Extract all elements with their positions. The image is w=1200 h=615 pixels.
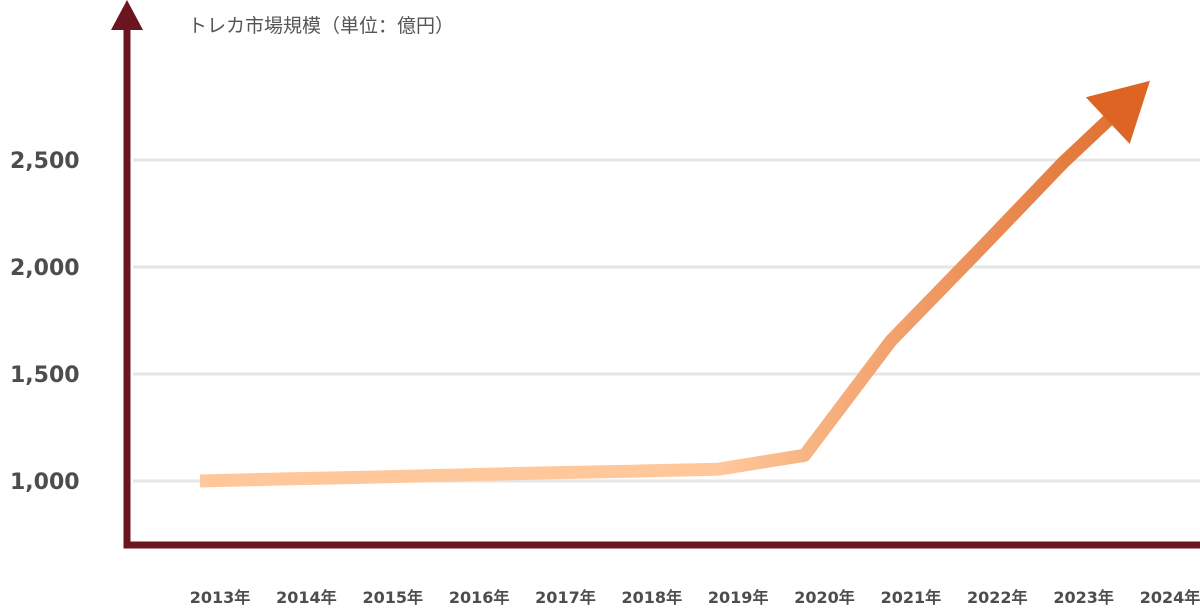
x-tick-label: 2024年 <box>1140 588 1200 607</box>
x-tick-label: 2015年 <box>362 588 423 607</box>
x-tick-labels: 2013年 2014年 2015年 2016年 2017年 2018年 2019年 2020年… <box>190 588 1200 607</box>
x-tick-label: 2022年 <box>967 588 1028 607</box>
y-tick-label: 2,500 <box>10 149 80 174</box>
x-tick-label: 2013年 <box>190 588 251 607</box>
x-tick-label: 2020年 <box>794 588 855 607</box>
x-tick-label: 2021年 <box>881 588 942 607</box>
gridlines <box>133 158 1200 483</box>
chart-title: トレカ市場規模（単位：億円） <box>188 15 454 37</box>
trend-arrowhead <box>1085 80 1150 144</box>
y-tick-label: 1,000 <box>10 470 80 495</box>
y-tick-label: 2,000 <box>10 256 80 281</box>
y-axis-arrow <box>111 0 143 30</box>
y-tick-labels: 1,000 1,500 2,000 2,500 <box>10 149 80 495</box>
x-tick-label: 2023年 <box>1053 588 1114 607</box>
x-tick-label: 2014年 <box>276 588 337 607</box>
x-tick-label: 2018年 <box>622 588 683 607</box>
x-tick-label: 2019年 <box>708 588 769 607</box>
x-tick-label: 2017年 <box>535 588 596 607</box>
trend-line <box>199 113 1116 488</box>
y-tick-label: 1,500 <box>10 363 80 388</box>
x-tick-label: 2016年 <box>449 588 510 607</box>
